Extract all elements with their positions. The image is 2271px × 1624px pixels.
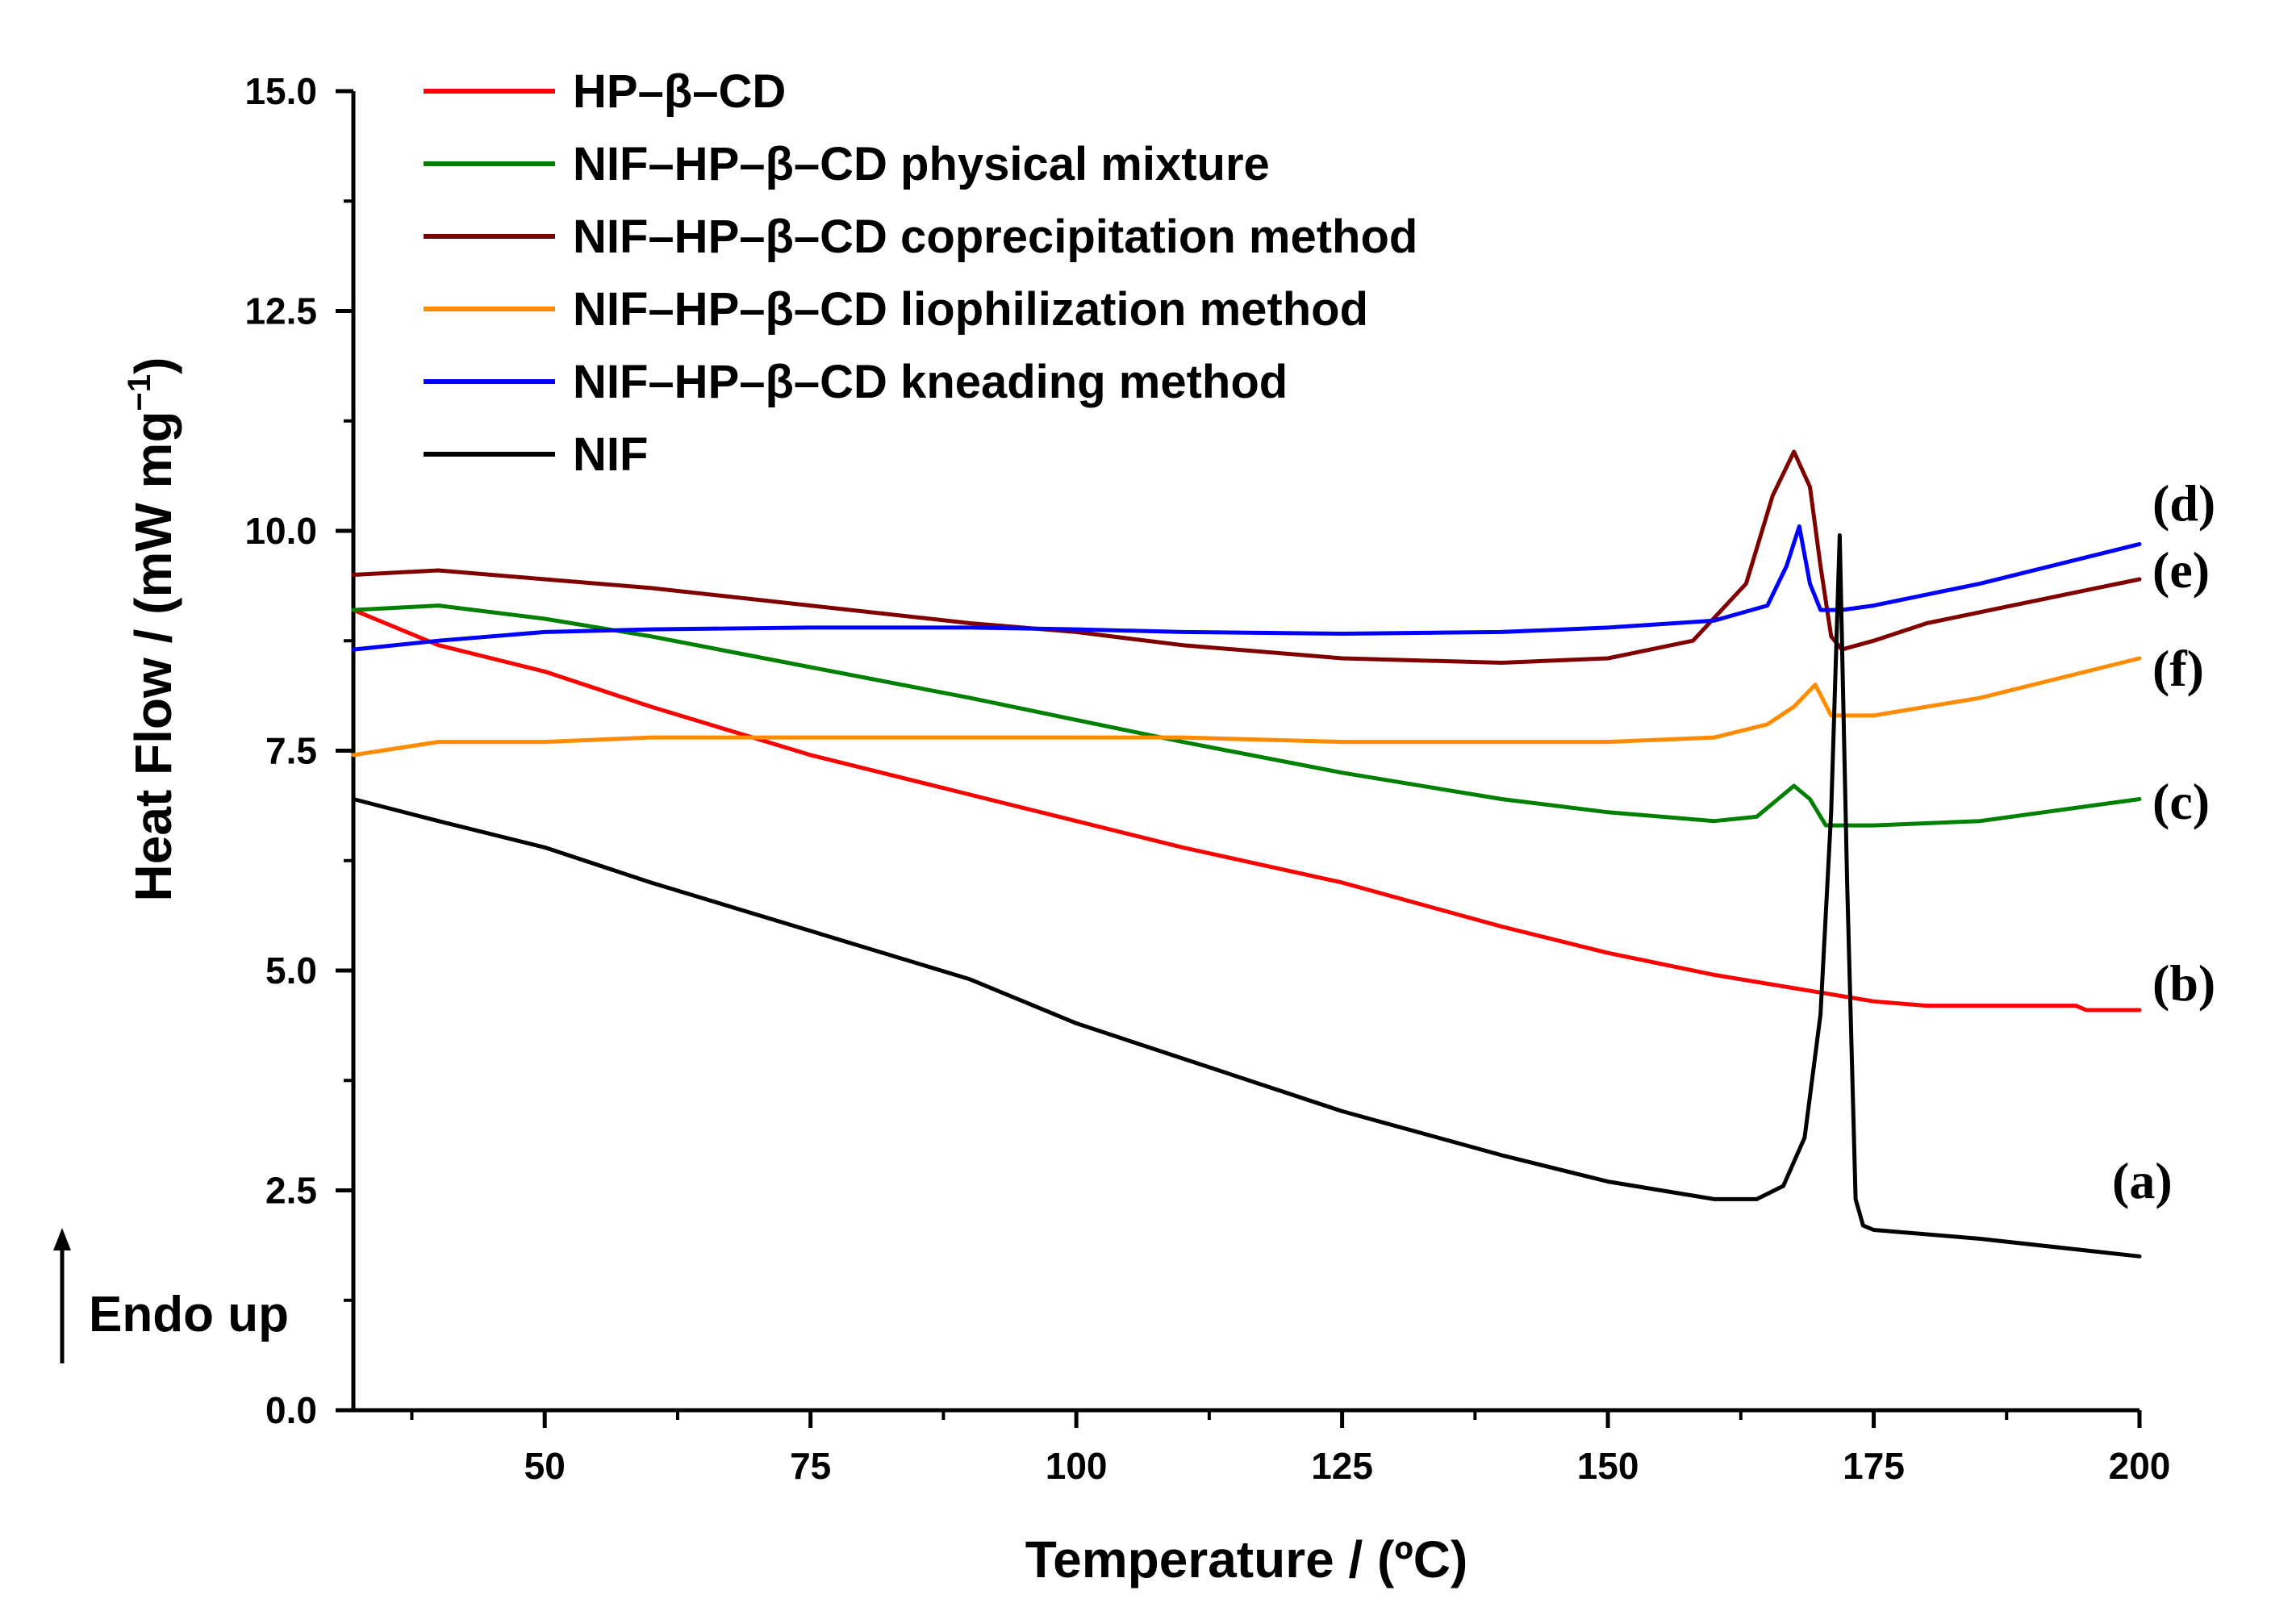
y-tick-label: 12.5 <box>244 290 317 332</box>
x-tick-label: 125 <box>1311 1445 1373 1487</box>
x-axis-title: Temperature / (ºC) <box>1025 1530 1468 1589</box>
curve-label: (f) <box>2152 640 2204 697</box>
x-tick-label: 200 <box>2109 1445 2171 1487</box>
legend-label: NIF–HP–β–CD physical mixture <box>573 138 1270 190</box>
y-tick-label: 0.0 <box>265 1389 317 1431</box>
curve-label: (e) <box>2152 541 2210 599</box>
y-tick-label: 10.0 <box>244 510 317 552</box>
curve-labels: (b) (c) (e) (f) (d) (a) <box>2112 474 2215 1209</box>
x-tick-label: 150 <box>1577 1445 1639 1487</box>
series-line-0 <box>351 607 2142 1012</box>
curve-label: (a) <box>2112 1152 2173 1209</box>
x-ticks: 50 75 100 125 150 175 200 <box>410 1410 2171 1487</box>
legend-label: NIF–HP–β–CD kneading method <box>573 356 1288 408</box>
curve-label: (c) <box>2152 773 2210 830</box>
endo-up-text: Endo up <box>89 1287 289 1342</box>
x-tick-label: 75 <box>790 1445 831 1487</box>
y-axis-title-sup: −1 <box>122 374 157 411</box>
endo-up-arrowhead-icon <box>53 1228 71 1250</box>
legend-label: HP–β–CD <box>573 65 786 118</box>
y-tick-label: 15.0 <box>244 70 317 112</box>
x-tick-label: 50 <box>524 1445 566 1487</box>
y-ticks: 0.0 2.5 5.0 7.5 10.0 12.5 15.0 <box>244 70 353 1431</box>
y-axis-title: Heat Flow / (mW mg−1) <box>122 357 182 902</box>
x-tick-label: 100 <box>1046 1445 1108 1487</box>
y-axis-title-end: ) <box>124 357 182 374</box>
series-line-2 <box>351 449 2142 665</box>
y-tick-label: 5.0 <box>265 950 317 992</box>
series-line-3 <box>351 656 2142 758</box>
series-line-1 <box>351 603 2142 828</box>
series-line-5 <box>351 533 2142 1259</box>
y-axis-title-main: Heat Flow / (mW mg <box>124 411 182 901</box>
series-layer <box>351 449 2142 1259</box>
legend-label: NIF–HP–β–CD liophilization method <box>573 283 1368 336</box>
x-tick-label: 175 <box>1843 1445 1905 1487</box>
curve-label: (b) <box>2152 954 2215 1012</box>
endo-up-annotation: Endo up <box>53 1228 289 1363</box>
legend: HP–β–CD NIF–HP–β–CD physical mixture NIF–H… <box>424 65 1417 481</box>
series-line-4 <box>351 524 2142 652</box>
y-tick-label: 2.5 <box>265 1170 317 1212</box>
curve-label: (d) <box>2152 474 2215 532</box>
y-tick-label: 7.5 <box>265 730 317 772</box>
legend-label: NIF <box>573 428 648 481</box>
legend-label: NIF–HP–β–CD coprecipitation method <box>573 211 1417 263</box>
